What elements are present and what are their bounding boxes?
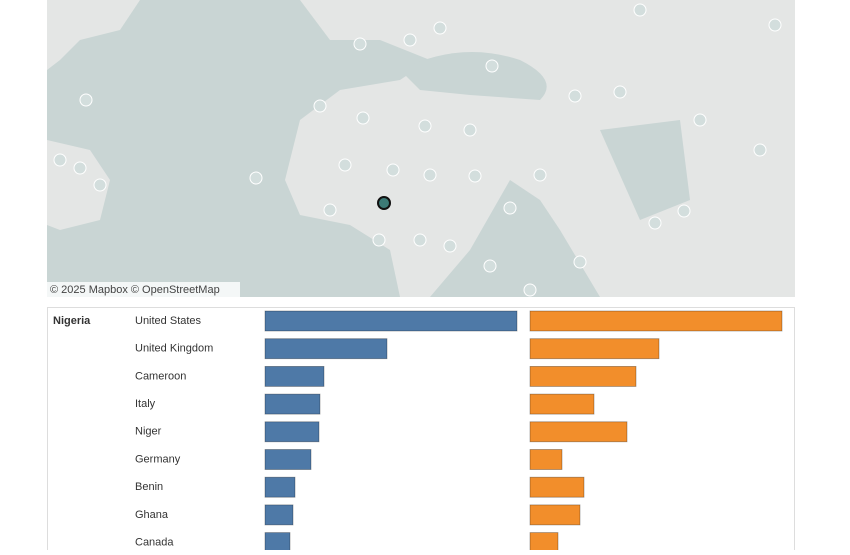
bar (264, 504, 294, 526)
map-sea (600, 120, 690, 220)
bar (264, 476, 296, 498)
bar (529, 476, 585, 498)
chart-frame (47, 307, 795, 555)
bar (264, 421, 320, 443)
category-label: Cameroon (135, 370, 186, 382)
bar (529, 449, 563, 470)
bar (264, 532, 291, 553)
category-label: United States (135, 315, 202, 327)
category-label: Germany (135, 453, 181, 465)
bar (264, 338, 388, 360)
row-header: Nigeria (53, 315, 91, 327)
category-label: Benin (135, 481, 163, 493)
bar (529, 532, 559, 553)
category-label: Ghana (135, 509, 169, 521)
attribution-bg (47, 282, 240, 297)
map-points (53, 3, 782, 297)
bar (264, 310, 518, 332)
bar (264, 365, 325, 387)
bar (529, 365, 637, 387)
category-label: Canada (135, 537, 174, 549)
bar (529, 421, 628, 443)
category-label: Italy (135, 398, 156, 410)
selected-point[interactable] (377, 196, 391, 210)
bar (264, 449, 312, 470)
bar (264, 393, 321, 415)
map-land (47, 0, 140, 70)
map-sea (400, 52, 547, 100)
bar (529, 338, 660, 360)
bar (529, 504, 581, 526)
bar (529, 310, 783, 332)
map-attribution: © 2025 Mapbox © OpenStreetMap (50, 284, 220, 296)
map[interactable]: © 2025 Mapbox © OpenStreetMap (47, 0, 795, 297)
category-label: United Kingdom (135, 343, 213, 355)
category-label: Niger (135, 426, 162, 438)
bar (529, 393, 595, 415)
